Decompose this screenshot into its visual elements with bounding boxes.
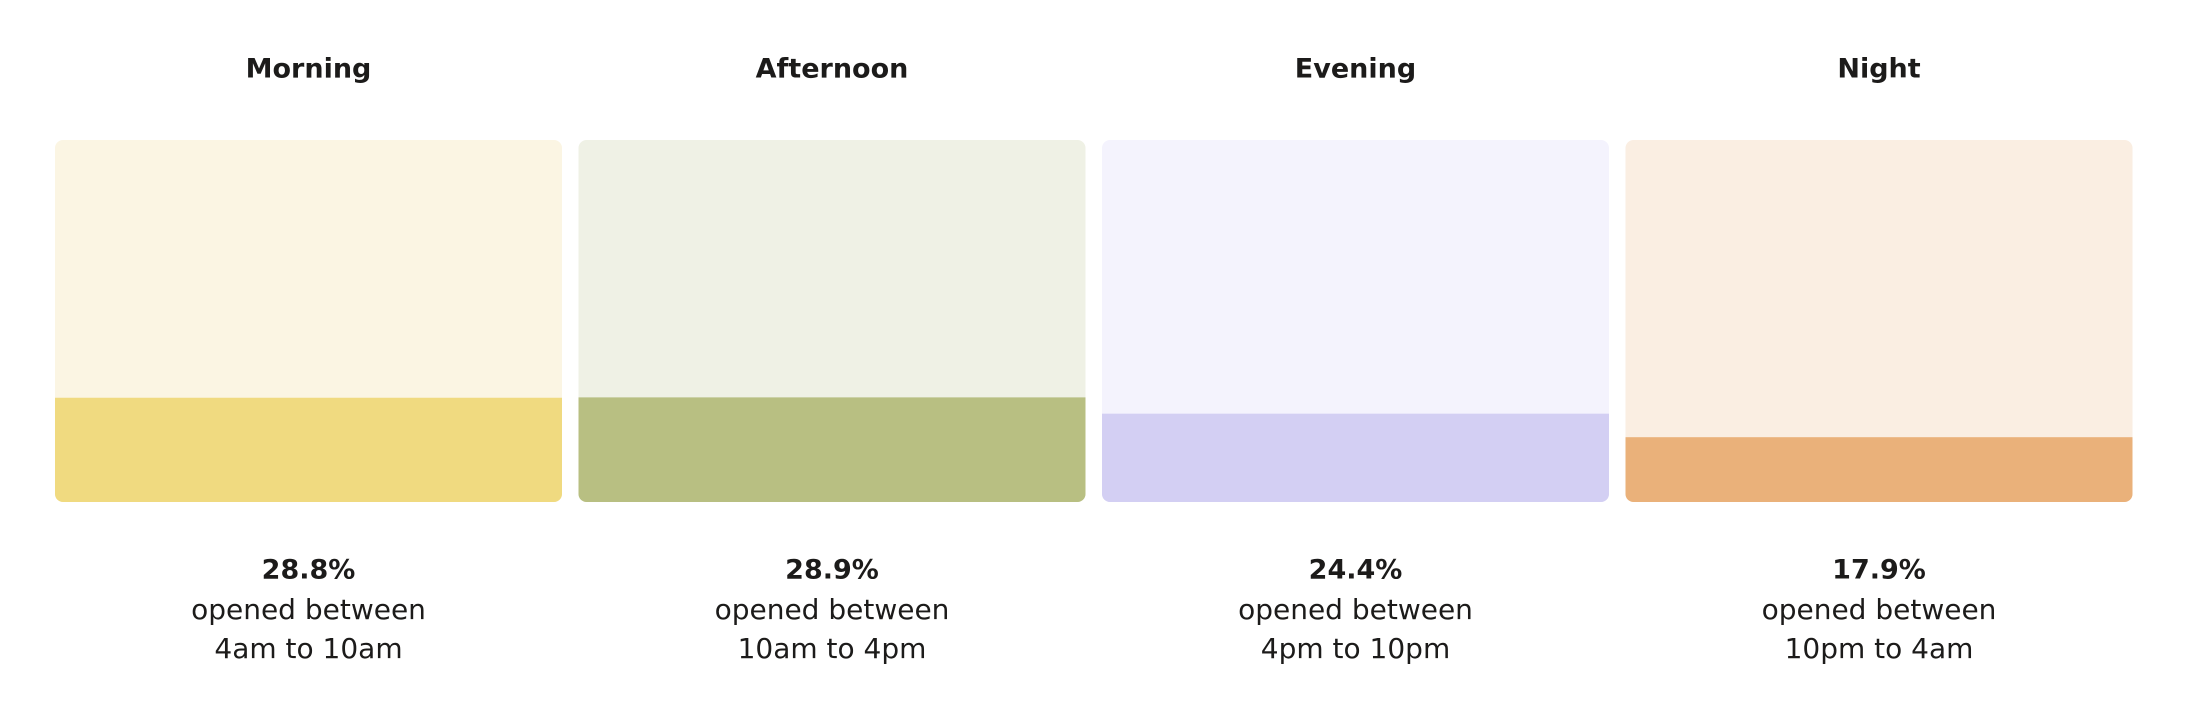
value-label: 24.4% bbox=[1309, 555, 1403, 586]
caption: opened between bbox=[1762, 593, 1997, 626]
card-title: Morning bbox=[246, 54, 372, 85]
value-label: 28.9% bbox=[785, 555, 879, 586]
time-range: 10am to 4pm bbox=[738, 632, 927, 665]
card-title: Night bbox=[1837, 54, 1920, 85]
caption: opened between bbox=[1238, 593, 1473, 626]
bar bbox=[1102, 413, 1609, 502]
card-title: Afternoon bbox=[756, 54, 909, 85]
caption: opened between bbox=[715, 593, 950, 626]
time-range: 4am to 10am bbox=[214, 632, 402, 665]
bar bbox=[55, 397, 562, 502]
time-range: 10pm to 4am bbox=[1785, 632, 1974, 665]
value-label: 28.8% bbox=[262, 555, 356, 586]
card bbox=[55, 140, 562, 502]
bar bbox=[578, 397, 1086, 502]
value-label: 17.9% bbox=[1832, 555, 1926, 586]
caption: opened between bbox=[191, 593, 426, 626]
card bbox=[1625, 140, 2133, 502]
card bbox=[1102, 140, 1609, 502]
bar bbox=[1625, 437, 2133, 502]
time-range: 4pm to 10pm bbox=[1261, 632, 1450, 665]
card-title: Evening bbox=[1295, 54, 1416, 85]
card bbox=[578, 140, 1086, 502]
